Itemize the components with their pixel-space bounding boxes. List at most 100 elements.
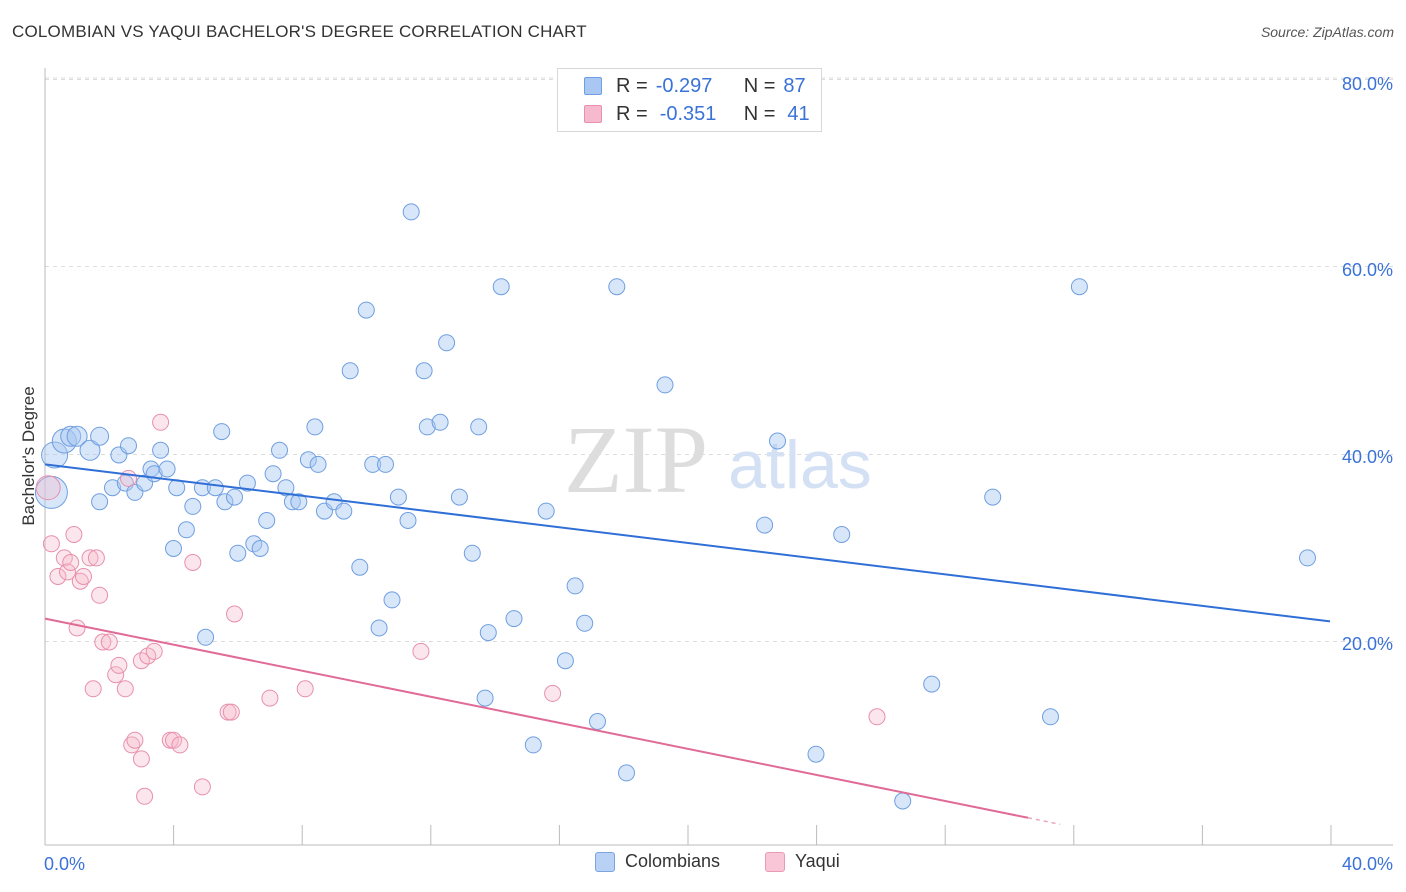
colombians-point [229,544,247,562]
yaqui-legend-swatch [765,851,785,872]
trend-lines [44,463,1331,826]
yaqui-point [75,568,92,585]
colombians-point [91,493,109,511]
colombians-point [165,540,182,557]
colombians-point [41,441,69,469]
yaqui-point [94,633,112,651]
colombians-trend-line [44,463,1331,623]
colombians-point [66,425,88,447]
yaqui-point [152,413,170,431]
colombians-point [290,493,308,511]
colombians-point [894,792,912,810]
colombians-point [492,278,510,296]
yaqui-point [132,750,150,768]
colombians-point [152,441,170,459]
colombians-point [589,713,606,730]
colombians-point [158,460,176,478]
yaqui-point [193,778,211,796]
yaqui-trend-line [44,617,1029,819]
n-label: N = [743,102,776,125]
y-axis-label: Bachelor's Degree [19,386,38,525]
yaqui-point [100,633,118,651]
yaqui-point [65,526,83,543]
colombians-point [479,624,497,642]
colombians-point [370,619,388,637]
colombians-point [351,558,369,576]
y-tick-label: 60.0% [1342,260,1393,280]
yaqui-point [35,475,61,501]
colombians-point [418,418,436,436]
colombians-point [213,423,231,441]
colombians-point [184,497,202,515]
colombians-legend-swatch [595,851,615,872]
colombians-points [34,203,1316,810]
colombians-point [120,437,137,455]
colombians-point [357,301,375,319]
colombians-point [341,362,359,380]
colombians-point [306,418,324,436]
tick-labels: 20.0% 40.0% 60.0% 80.0% 0.0% 40.0% [44,74,1393,874]
y-tick-label: 40.0% [1342,447,1393,467]
colombians-point [364,455,382,473]
n-value: 87 [783,74,806,97]
colombians-point [463,544,481,562]
colombians-point [197,628,215,646]
colombians-point [576,614,594,632]
yaqui-point [59,563,76,581]
gridlines [45,77,1393,642]
yaqui-point [184,554,202,571]
colombians-point [335,502,353,520]
colombians-point [60,425,82,447]
colombians-point [389,488,407,506]
legend-item-yaqui[interactable]: Yaqui [765,851,840,872]
colombians-point [177,521,195,539]
yaqui-point [116,680,134,698]
yaqui-point [126,731,144,749]
colombians-point [299,451,317,469]
colombians-point [833,526,851,543]
yaqui-point [107,666,125,684]
colombians-point [505,610,523,628]
legend-item-colombians[interactable]: Colombians [595,851,720,872]
watermark-atlas: atlas [728,427,872,503]
colombians-point [377,455,394,473]
yaqui-trend-extension [1027,817,1061,826]
colombians-point [618,764,635,782]
n-value: 41 [787,102,810,125]
yaqui-point [87,549,105,567]
yaqui-point [136,787,154,805]
yaqui-point [110,656,128,674]
x-tick-label: 40.0% [1342,854,1393,874]
colombians-point [476,689,494,707]
yaqui-point [412,642,430,660]
yaqui-point [49,568,67,585]
yaqui-point [868,708,886,726]
chart-title: COLOMBIAN VS YAQUI BACHELOR'S DEGREE COR… [12,22,587,41]
x-tick-label: 0.0% [44,854,85,874]
series-legend: Colombians Yaqui [0,851,1406,879]
source-credit: Source: ZipAtlas.com [1260,24,1394,40]
colombians-point [415,362,433,380]
colombians-swatch [584,77,602,95]
r-label: R = [616,102,648,125]
colombians-point [309,455,327,473]
colombians-point [769,432,786,450]
stats-legend-row-colombians: R = -0.297 N = 87 [584,73,806,99]
colombians-point [431,413,449,431]
yaqui-point [226,605,243,623]
colombians-point [258,512,276,529]
yaqui-point [296,680,314,698]
colombians-point [656,376,674,394]
watermark-zip: ZIP [564,406,708,513]
yaqui-point [68,619,86,637]
yaqui-point [71,572,89,590]
yaqui-point [42,535,60,553]
n-label: N = [743,74,776,97]
colombians-point [1070,278,1088,296]
colombians-point [923,675,941,693]
colombians-point [524,736,542,754]
colombians-point [90,426,110,446]
stats-legend: R = -0.297 N = 87 R = -0.351 N = 41 [557,68,822,132]
legend-label-yaqui: Yaqui [795,851,840,871]
